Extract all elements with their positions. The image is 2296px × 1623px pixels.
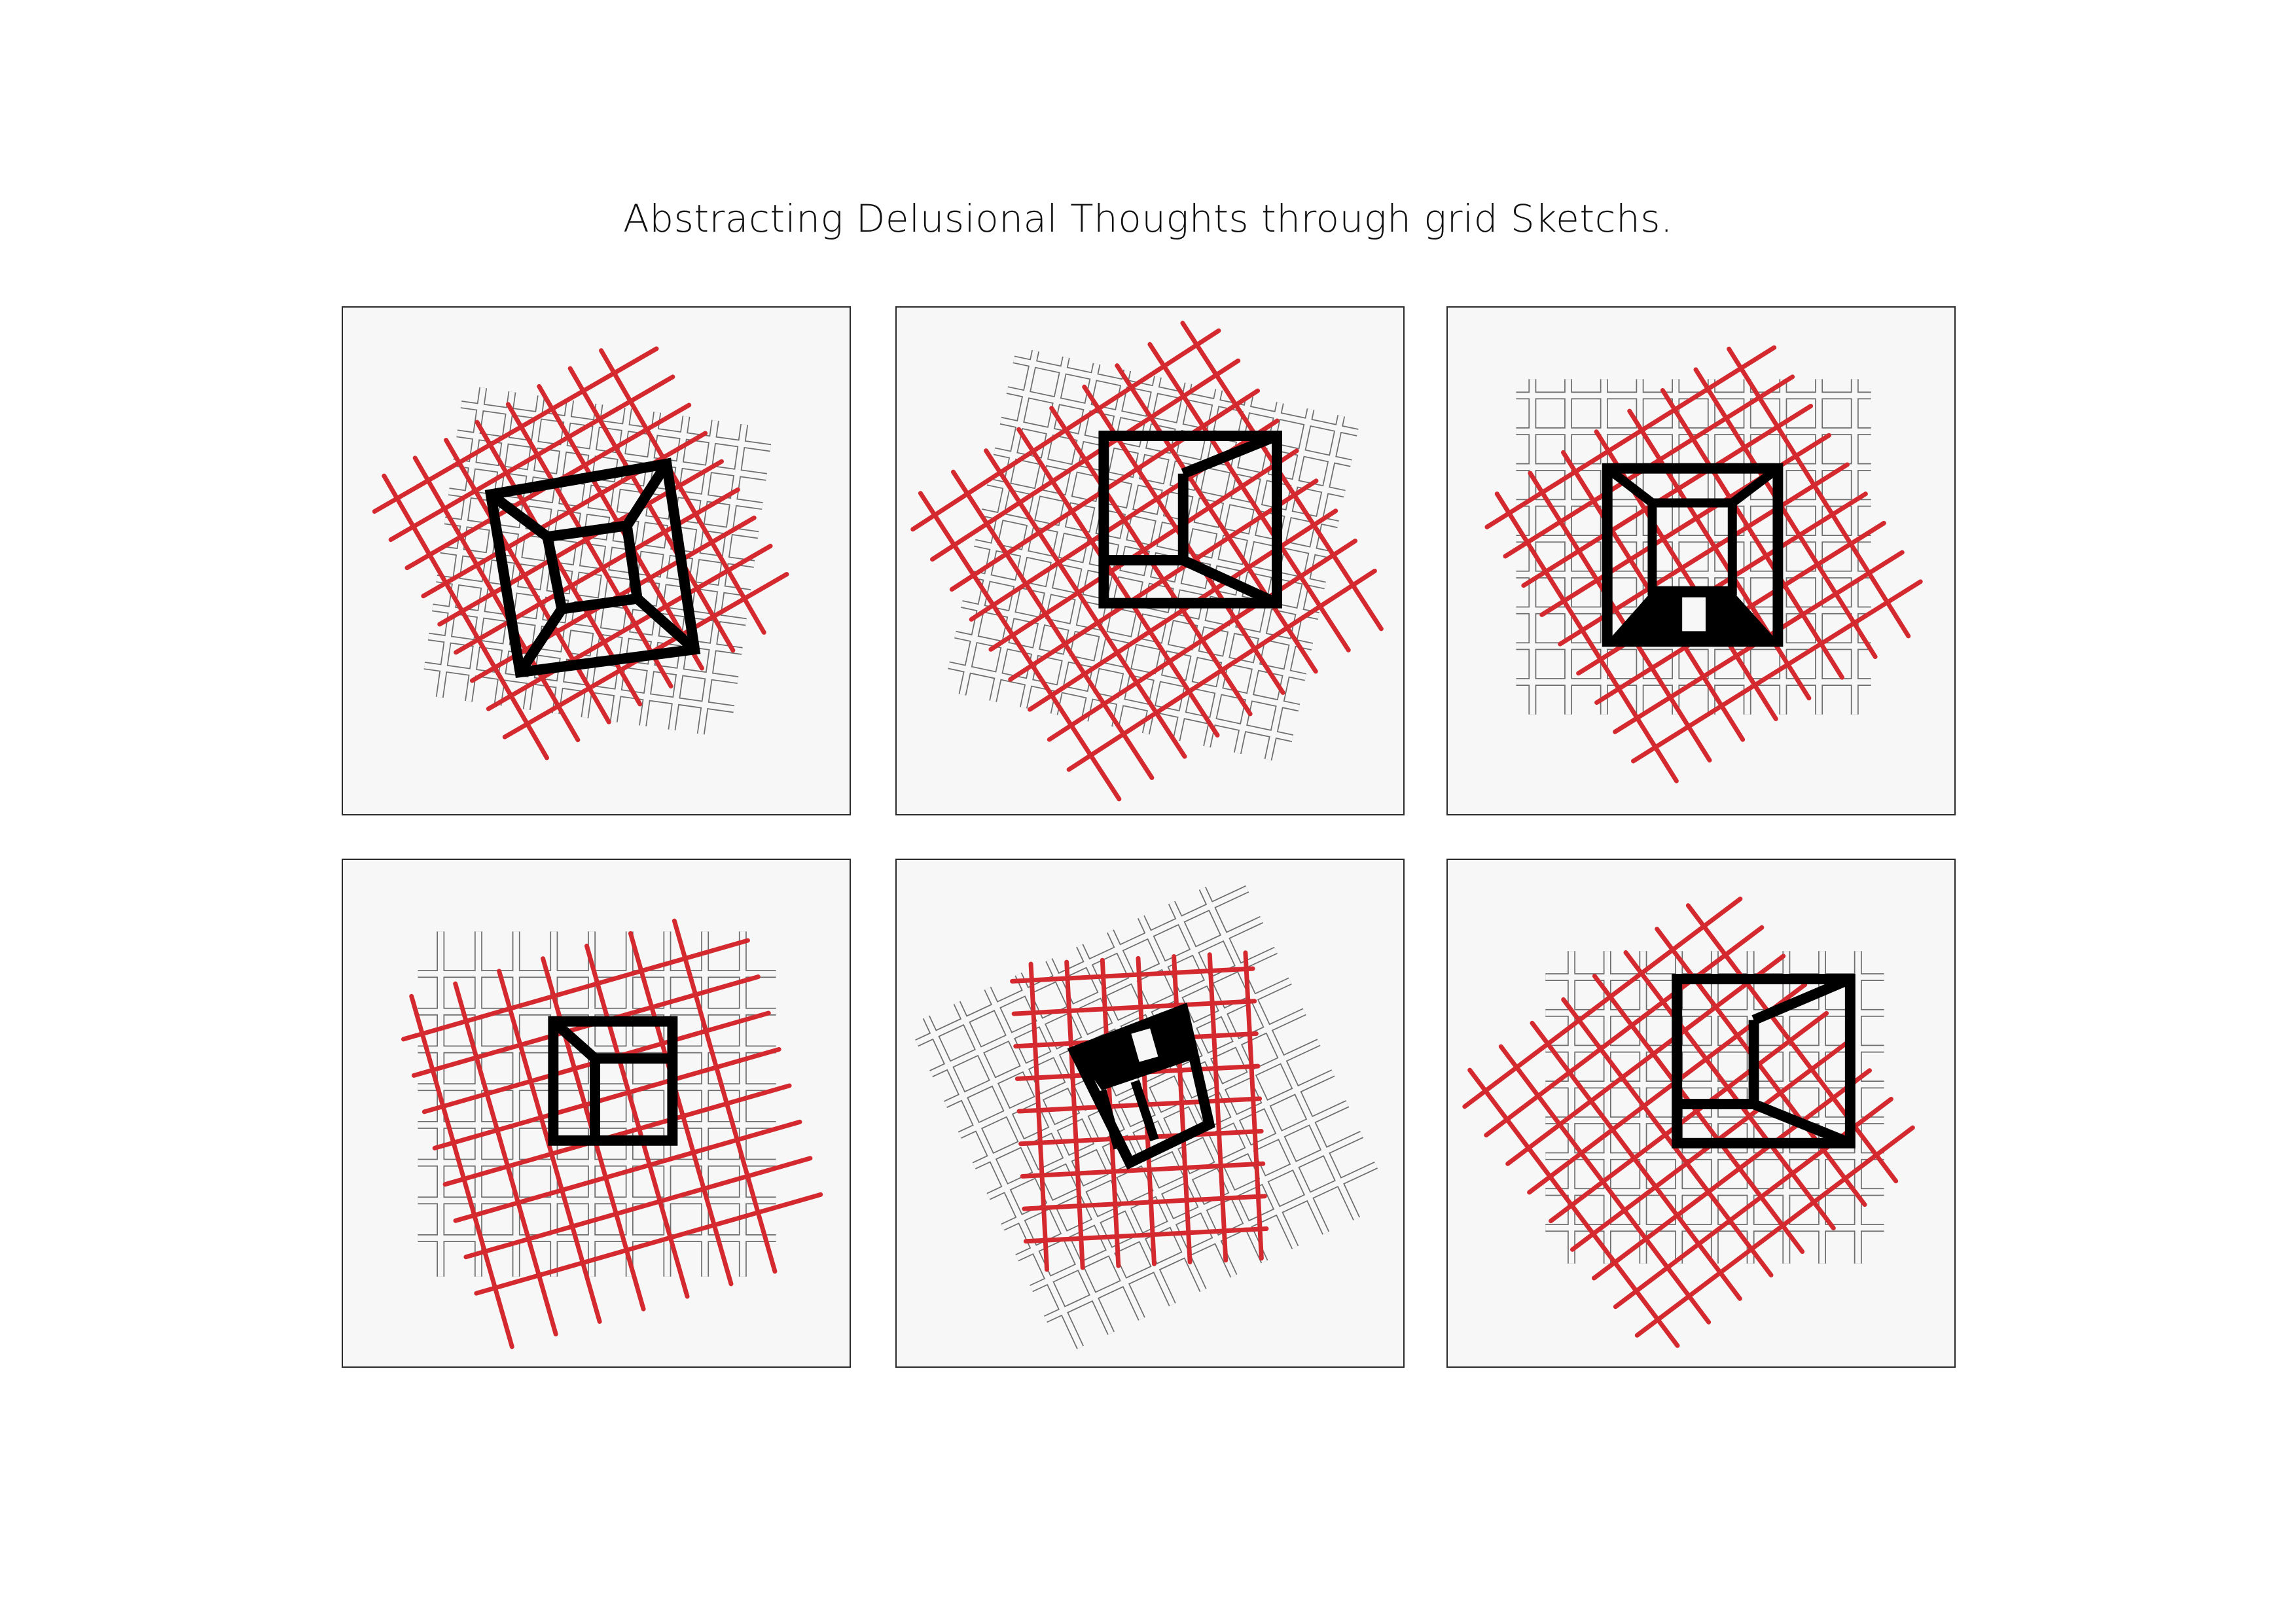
- sketch-2-drawing: [910, 321, 1384, 802]
- sketch-panel-4: [342, 859, 851, 1368]
- black-frame: [1067, 1003, 1215, 1170]
- sketch-4-drawing: [401, 918, 823, 1349]
- sketch-panel-3: [1446, 306, 1956, 815]
- sketch-panel-5: [895, 859, 1405, 1368]
- sketch-panel-6: [1446, 859, 1956, 1368]
- sketch-6-drawing: [1462, 897, 1915, 1348]
- black-frame: [1672, 974, 1856, 1149]
- black-frame: [1602, 463, 1784, 647]
- sketch-1-drawing: [372, 346, 789, 760]
- sketch-5-drawing: [915, 885, 1378, 1349]
- black-frame: [484, 457, 701, 679]
- sketch-3-drawing: [1484, 345, 1923, 783]
- red-lines: [372, 346, 789, 760]
- black-frame: [548, 1016, 678, 1146]
- black-frame: [1098, 431, 1282, 609]
- sketch-panel-1: [342, 306, 851, 815]
- sketch-panel-2: [895, 306, 1405, 815]
- page-title: Abstracting Delusional Thoughts through …: [623, 196, 1673, 241]
- grey-grid: [915, 885, 1378, 1349]
